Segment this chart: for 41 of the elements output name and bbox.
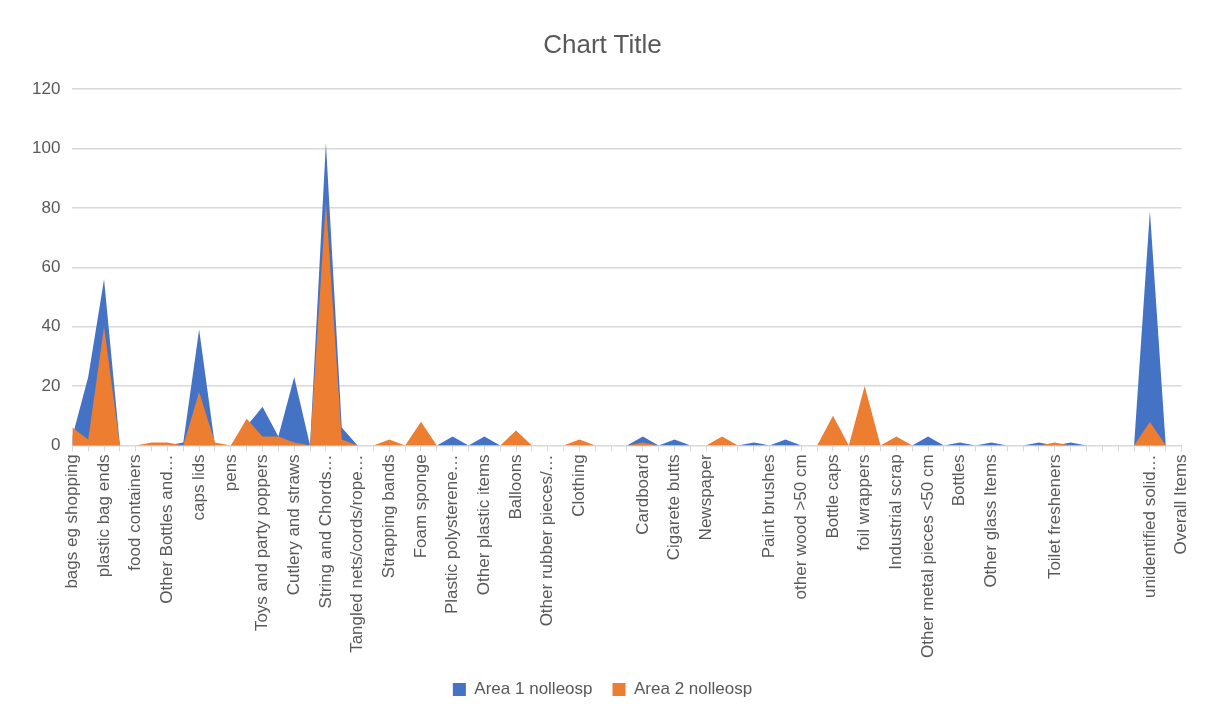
y-tick-label: 100 [31,138,61,158]
x-tick-label: Other rubber pieces/… [537,454,557,627]
x-tick-label: Balloons [505,454,525,520]
x-tick-label: Overall Items [1171,454,1191,555]
y-tick-label: 80 [41,197,61,217]
y-tick-label: 120 [31,78,61,98]
x-tick-label: unidentified solid… [1139,454,1159,599]
x-tick-label: Other metal pieces <50 cm [917,454,937,659]
x-tick-label: Foam sponge [410,454,430,559]
x-tick-label: Other glass Items [981,454,1001,588]
x-tick-label: caps lids [188,454,208,521]
x-tick-label: Bottle caps [822,454,842,539]
legend-label: Area 1 nolleosp [474,679,593,699]
x-tick-label: Clothing [569,454,589,517]
x-tick-label: Toys and party poppers [252,454,272,632]
x-tick-label: food containers [125,454,145,571]
legend-label: Area 2 nolleosp [634,679,753,699]
x-tick-label: Plastic polysterene… [442,454,462,615]
x-tick-label: Bottles [949,454,969,507]
x-tick-label: Cutlery and straws [283,454,303,596]
x-tick-label: String and Chords… [315,454,335,609]
chart-title: Chart Title [543,28,662,59]
x-tick-label: Cigarete butts [664,454,684,561]
x-tick-label: Other Bottles and… [157,454,177,604]
x-tick-label: Other plastic items [474,454,494,596]
x-tick-label: pens [220,454,240,492]
x-tick-label: Strapping bands [378,454,398,579]
x-tick-label: Paint brushes [759,454,779,559]
y-tick-label: 0 [50,435,61,455]
x-tick-label: Toilet fresheners [1044,454,1064,580]
y-tick-label: 20 [41,375,61,395]
x-tick-label: bags eg shopping [62,454,82,589]
x-tick-label: Industrial scrap [886,454,906,570]
x-tick-label: Cardboard [632,454,652,535]
x-tick-label: Tangled nets/cords/rope… [347,454,367,653]
y-tick-label: 40 [41,316,61,336]
x-tick-label: Newspaper [695,454,715,541]
x-tick-label: other wood >50 cm [790,454,810,600]
x-tick-label: plastic bag ends [93,454,113,578]
y-tick-label: 60 [41,256,61,276]
x-tick-label: foil wrappers [854,454,874,551]
